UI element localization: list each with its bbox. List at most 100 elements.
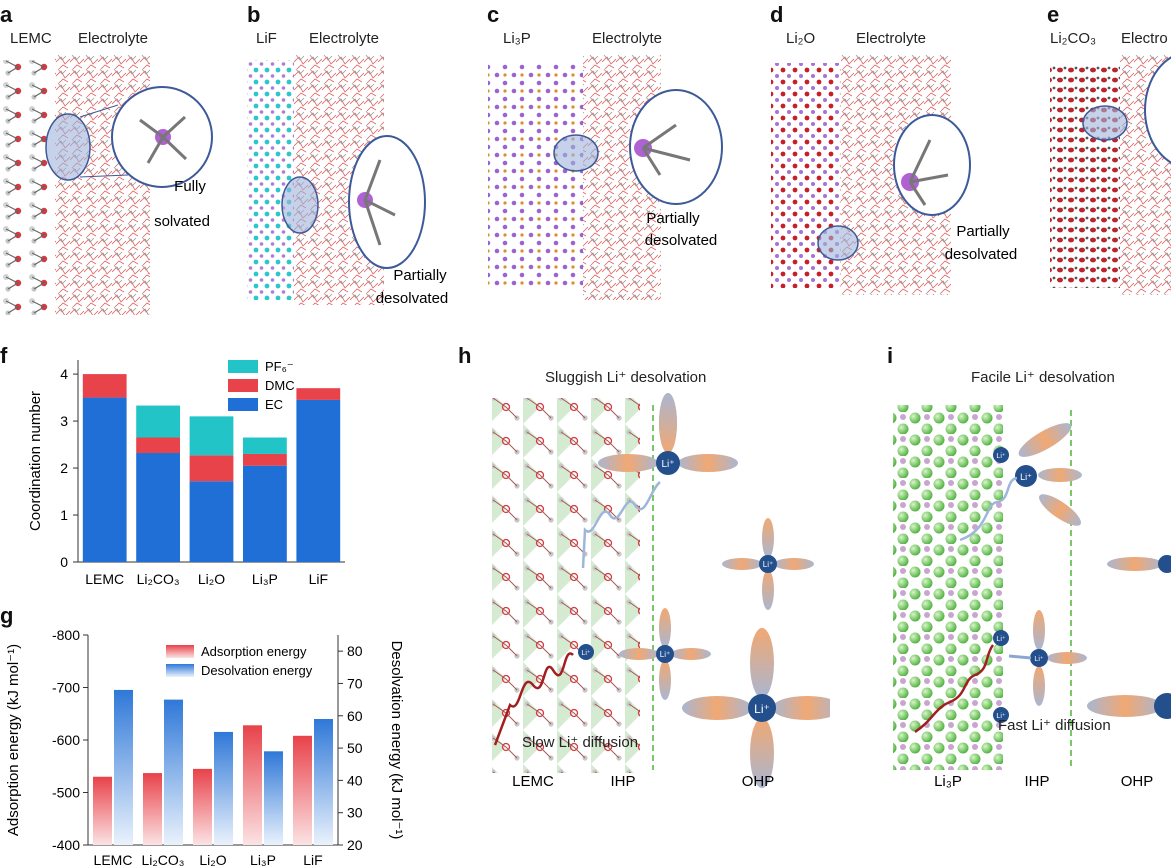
panel-h-diffusion: Slow Li⁺ diffusion [522,734,638,751]
panel-a-right-label: Electrolyte [78,30,149,47]
f-legend-label: PF₆⁻ [265,359,294,374]
panel-letter-i: i [887,343,894,368]
panel-c-note-2: desolvated [645,232,718,249]
f-bar-dmc [136,437,180,454]
panel-letter-g: g [0,603,14,628]
panel-h-bottom-1: LEMC [512,773,554,790]
f-bar-ec [243,465,287,562]
g-legend-swatch-desolvation [166,664,194,677]
panel-e-right-label: Electro [1121,30,1168,47]
f-bar-dmc [189,455,234,482]
lif-structure [247,60,294,300]
li3p-structure [488,63,583,288]
panel-b-note-1: Partially [393,267,447,284]
lemc-layer [492,398,640,773]
svg-text:Li⁺: Li⁺ [996,453,1005,460]
f-bar-pf [136,405,180,438]
g-right-tick-label: 50 [347,740,363,756]
g-left-tick-label: -500 [52,785,80,801]
g-bar-desolvation [314,719,333,845]
svg-text:Li⁺: Li⁺ [763,560,773,569]
f-legend-swatch [228,360,258,373]
f-y-tick-label: 1 [60,507,68,523]
g-x-tick-label: Li₃P [250,852,276,868]
g-right-axis-label: Desolvation energy (kJ mol⁻¹) [388,641,405,840]
svg-text:Li⁺: Li⁺ [754,702,770,716]
g-left-tick-label: -400 [52,837,80,853]
g-legend-label-adsorption: Adsorption energy [201,644,307,659]
svg-text:Li⁺: Li⁺ [1020,472,1032,482]
panel-h-title: Sluggish Li⁺ desolvation [545,369,707,386]
g-left-axis-label: Adsorption energy (kJ mol⁻¹) [5,644,22,836]
f-y-tick-label: 2 [60,460,68,476]
g-left-tick-label: -800 [52,627,80,643]
g-legend-swatch-adsorption [166,645,194,658]
f-bar-ec [189,481,234,562]
f-x-tick-label: LiF [309,571,328,587]
solvated-li-2: Li⁺ [722,518,814,610]
svg-text:Li⁺: Li⁺ [996,713,1005,720]
f-bar-dmc [243,453,287,466]
f-x-tick-label: Li₂O [198,571,225,587]
g-bar-adsorption [293,735,312,845]
panel-b-left-label: LiF [256,30,277,47]
f-x-tick-label: Li₂CO₃ [137,571,180,587]
panel-i-bottom-3: OHP [1121,773,1154,790]
panel-a-left-label: LEMC [10,30,52,47]
panel-letter-f: f [0,343,8,368]
g-x-tick-label: LEMC [94,852,133,868]
panel-a-note-1: Fully [174,178,206,195]
g-bar-desolvation [264,751,283,845]
zoom-circle-d [893,114,971,216]
g-x-tick-label: Li₂CO₃ [141,852,184,868]
f-bar-pf [189,416,234,456]
panel-letter-b: b [247,2,261,27]
svg-text:Li⁺: Li⁺ [1034,656,1043,663]
g-bar-desolvation [164,699,183,845]
g-left-tick-label: -700 [52,680,80,696]
g-bar-desolvation [114,689,133,845]
g-right-tick-label: 60 [347,708,363,724]
g-right-tick-label: 80 [347,643,363,659]
panel-d-left-label: Li₂O [786,30,816,47]
f-y-tick-label: 3 [60,413,68,429]
panel-c-note-1: Partially [646,210,700,227]
g-right-tick-label: 30 [347,805,363,821]
panel-letter-c: c [487,2,500,27]
f-legend-swatch [228,379,258,392]
solvated-li-4: Li⁺ [682,628,830,788]
panel-i-title: Facile Li⁺ desolvation [971,369,1115,386]
g-bar-adsorption [143,773,162,845]
panel-letter-h: h [458,343,472,368]
f-bar-ec [82,397,127,562]
g-right-tick-label: 70 [347,675,363,691]
schematic-h: Li⁺ Li⁺ Li⁺ Li⁺ Li⁺ Slow Li⁺ diffusion L… [492,393,830,790]
panel-letter-a: a [0,2,13,27]
svg-text:Li⁺: Li⁺ [996,636,1005,643]
g-bar-desolvation [214,731,233,845]
panel-h-bottom-3: OHP [742,773,775,790]
g-bar-adsorption [93,776,112,845]
solvated-li-1: Li⁺ [598,393,738,475]
f-y-tick-label: 4 [60,366,68,382]
g-right-tick-label: 40 [347,772,363,788]
panel-b-note-2: desolvated [376,290,449,307]
zoom-circle-c [629,89,723,205]
f-bar-dmc [296,388,341,400]
panel-h-bottom-2: IHP [610,773,635,790]
md-snapshots: Fully solvated Partially desolvated Part… [0,55,1171,315]
g-x-tick-label: Li₂O [199,852,226,868]
f-bar-pf [243,437,287,454]
f-legend-label: EC [265,397,283,412]
g-bar-adsorption [193,768,212,845]
li2co3-structure [1050,63,1120,288]
panel-i-bottom-1: Li₃P [934,773,962,790]
f-bar-dmc [82,374,127,398]
panel-i-bottom-2: IHP [1024,773,1049,790]
chart-f: 0 1 2 3 4 Coordination number LEMC Li₂CO₃ Li₂O Li… [27,359,345,587]
li3p-layer [893,405,1003,770]
schematic-i: Li⁺ Li⁺ Li⁺ Li⁺ Li⁺ Fast Li⁺ diffusion L… [893,405,1171,790]
svg-text:Li⁺: Li⁺ [661,459,674,470]
panel-c-left-label: Li₃P [503,30,531,47]
g-left-tick-label: -600 [52,732,80,748]
